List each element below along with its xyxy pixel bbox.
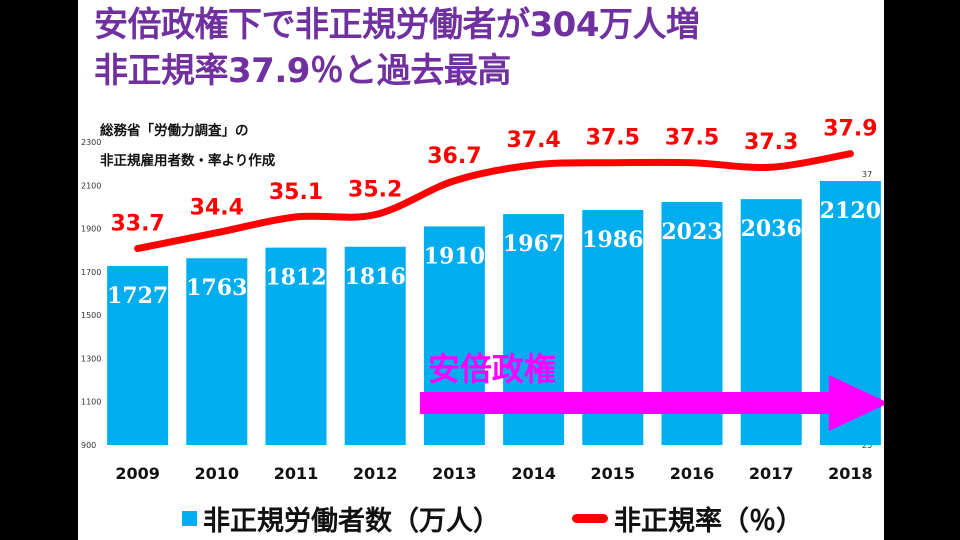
title-line-1: 安倍政権下で非正規労働者が304万人増 xyxy=(94,5,700,45)
line-value-label: 34.4 xyxy=(190,196,244,221)
bar xyxy=(107,266,169,445)
legend-bar-swatch xyxy=(182,511,197,526)
line-value-label: 37.3 xyxy=(744,130,798,155)
y-left-tick-label: 900 xyxy=(81,441,96,450)
bar-value-label: 1816 xyxy=(345,264,406,290)
y-left-tick-label: 2100 xyxy=(81,181,101,190)
x-tick-label: 2014 xyxy=(511,464,556,483)
y-left-tick-label: 1700 xyxy=(81,268,101,277)
title-line-2: 非正規率37.9％と過去最高 xyxy=(94,51,511,91)
y-left-tick-label: 1500 xyxy=(81,311,101,320)
rate-line xyxy=(134,150,854,253)
line-value-label: 37.5 xyxy=(665,126,719,151)
slide: 安倍政権下で非正規労働者が304万人増 非正規率37.9％と過去最高 900 11… xyxy=(78,0,884,540)
y-left-tick-label: 1300 xyxy=(81,354,101,363)
x-tick-label: 2010 xyxy=(195,464,240,483)
x-tick-label: 2013 xyxy=(432,464,477,483)
bar-value-label: 1986 xyxy=(582,227,643,253)
bar-value-label: 2120 xyxy=(820,198,881,224)
source-line-1: 総務省「労働力調査」の xyxy=(100,123,249,139)
line-value-label: 37.4 xyxy=(506,128,560,153)
combo-chart: 9001100130015001700190021002300252729313… xyxy=(81,117,884,483)
line-value-label: 33.7 xyxy=(110,212,164,237)
x-tick-label: 2009 xyxy=(115,464,160,483)
source-note: 総務省「労働力調査」の 非正規雇用者数・率より作成 xyxy=(100,116,275,176)
x-tick-label: 2012 xyxy=(353,464,398,483)
y-left-tick-label: 2300 xyxy=(81,138,101,147)
annotation-arrow-head xyxy=(828,375,884,431)
legend-line-swatch xyxy=(572,514,608,523)
source-line-2: 非正規雇用者数・率より作成 xyxy=(100,153,276,169)
x-tick-label: 2015 xyxy=(591,464,636,483)
bar-value-label: 1967 xyxy=(503,231,564,257)
annotation-label: 安倍政権 xyxy=(428,350,556,388)
bar-value-label: 1812 xyxy=(265,265,326,291)
x-tick-label: 2018 xyxy=(828,464,873,483)
bar xyxy=(344,246,406,445)
line-value-label: 35.1 xyxy=(269,180,323,205)
bar xyxy=(265,247,327,445)
line-value-label: 37.9 xyxy=(823,117,877,142)
y-left-tick-label: 1100 xyxy=(81,398,101,407)
legend: 非正規労働者数（万人） 非正規率（％） xyxy=(182,499,803,538)
bar xyxy=(186,258,248,445)
line-value-label: 37.5 xyxy=(586,126,640,151)
legend-bar-label: 非正規労働者数（万人） xyxy=(203,506,500,537)
x-tick-label: 2011 xyxy=(274,464,319,483)
bar-value-label: 1763 xyxy=(186,275,247,301)
x-tick-label: 2016 xyxy=(670,464,715,483)
x-tick-label: 2017 xyxy=(749,464,794,483)
y-right-tick-label: 25 xyxy=(862,441,872,450)
bar-value-label: 1727 xyxy=(107,283,168,309)
bar-value-label: 1910 xyxy=(424,243,485,269)
line-value-label: 36.7 xyxy=(427,144,481,169)
bar-value-label: 2036 xyxy=(741,216,802,242)
y-right-tick-label: 37 xyxy=(862,170,872,179)
legend-line-label: 非正規率（％） xyxy=(614,506,803,537)
line-value-label: 35.2 xyxy=(348,178,402,203)
annotation-arrow-shaft xyxy=(419,392,831,414)
bar-value-label: 2023 xyxy=(661,219,722,245)
slide-title: 安倍政権下で非正規労働者が304万人増 非正規率37.9％と過去最高 xyxy=(94,2,874,94)
y-left-tick-label: 1900 xyxy=(81,225,101,234)
